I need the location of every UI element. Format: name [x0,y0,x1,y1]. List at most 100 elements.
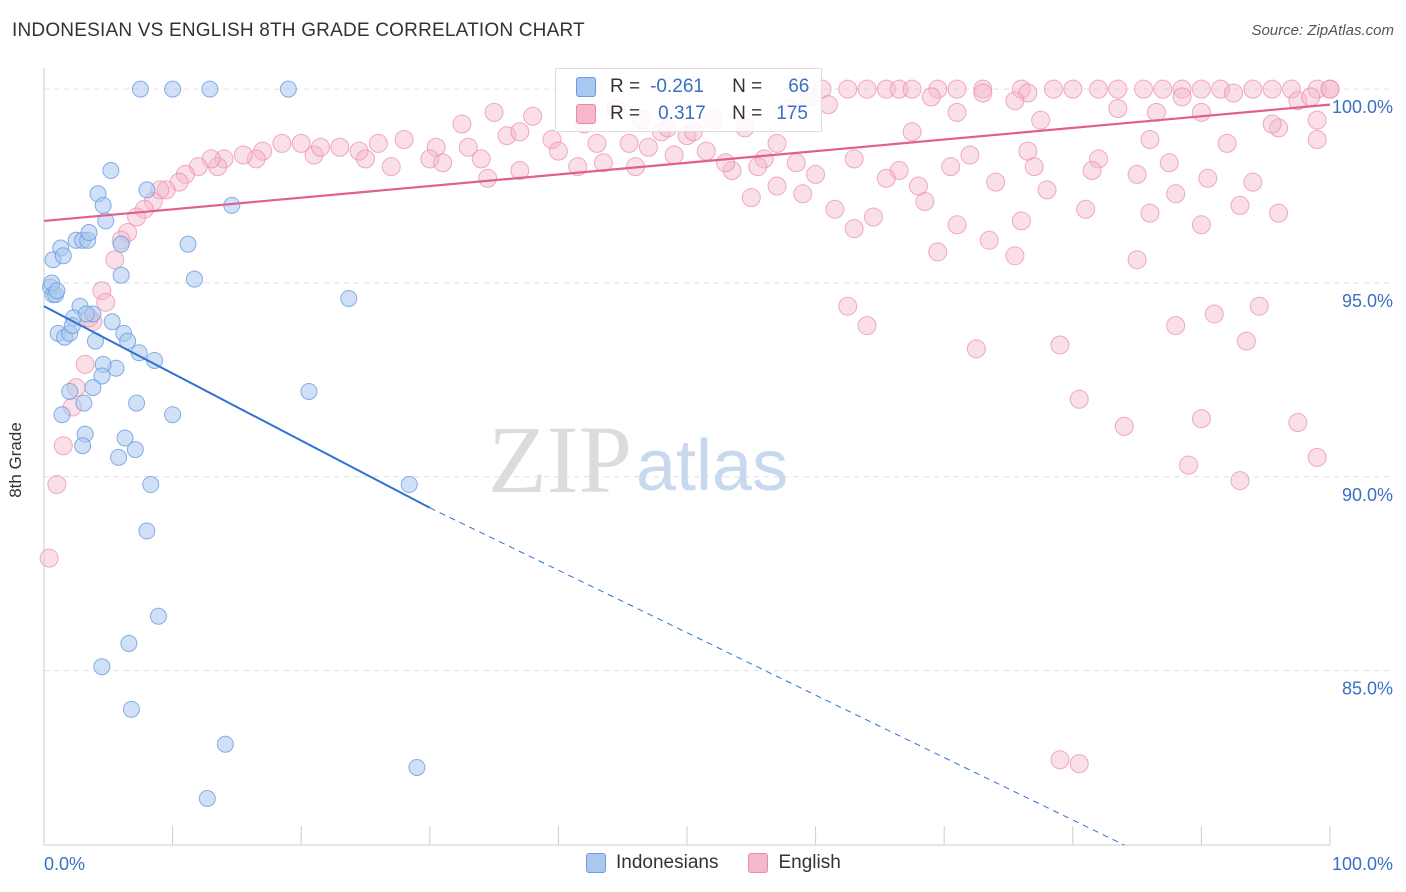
y-tick-label: 100.0% [1332,97,1393,117]
english-point [767,133,787,153]
english-point [75,354,95,374]
indonesian-point [102,162,120,180]
english-point [1191,79,1211,99]
english-point [1204,304,1224,324]
english-point [638,137,658,157]
english-point [1230,471,1250,491]
english-point [1089,149,1109,169]
english-point [1050,750,1070,770]
indonesian-point [77,305,95,323]
indonesian-point [300,382,318,400]
indonesian-point [53,406,71,424]
watermark-atlas: atlas [636,426,788,506]
english-point [1076,199,1096,219]
indonesian-point [80,224,98,242]
indonesian-point [138,181,156,199]
english-point [844,219,864,239]
english-point [175,164,195,184]
legend-n-value: 66 [788,76,810,97]
indonesian-point [408,758,426,776]
indonesian-point [112,266,130,284]
english-point [947,102,967,122]
english-point [1108,99,1128,119]
english-point [1243,172,1263,192]
english-point [208,157,228,177]
english-point [986,172,1006,192]
indonesian-point [279,80,297,98]
axes [43,68,1331,846]
indonesian-point [74,437,92,455]
english-point [1069,389,1089,409]
legend-r-value: 0.317 [658,103,706,124]
legend-r-label: R = [610,76,641,97]
english-point [368,133,388,153]
english-point [542,130,562,150]
english-point [979,230,999,250]
english-point [960,145,980,165]
legend-n-value: 175 [776,103,808,124]
indonesian-point [97,212,115,230]
english-point [497,126,517,146]
english-point [593,153,613,173]
indonesian-point [122,700,140,718]
indonesian-point [128,394,146,412]
indonesian-point [93,658,111,676]
english-point [1249,296,1269,316]
english-point [484,102,504,122]
english-point [381,157,401,177]
english-point [1037,180,1057,200]
english-point [696,141,716,161]
legend-n-label: N = [732,103,763,124]
english-point [716,153,736,173]
indonesian-point [340,289,358,307]
english-point [39,548,59,568]
english-point [420,149,440,169]
english-point [452,114,472,134]
english-point [973,83,993,103]
indonesian-point [112,235,130,253]
english-point [1063,79,1083,99]
english-point [1044,79,1064,99]
legend-item-english[interactable]: English [748,852,841,874]
legend-swatch-english [748,853,769,873]
english-point [1024,157,1044,177]
english-point [510,161,530,181]
english-point [433,153,453,173]
english-point [1288,91,1308,111]
english-point [825,199,845,219]
english-point [233,145,253,165]
english-point [134,199,154,219]
english-point [1005,246,1025,266]
english-point [356,149,375,169]
english-point [902,122,922,142]
indonesian-point [84,379,102,397]
english-point [793,184,813,204]
indonesian-point [149,607,167,625]
english-point [1011,211,1031,231]
indonesian-point [126,441,144,459]
x-tick-label-max: 100.0% [1332,854,1393,874]
legend-label-english: English [778,852,841,873]
english-point [92,281,112,301]
english-point [510,122,530,142]
english-point [1262,79,1282,99]
english-point [156,180,176,200]
english-point [478,168,498,188]
indonesian-point [138,522,156,540]
indonesian-point [216,735,234,753]
english-point [908,176,928,196]
english-point [748,157,768,177]
english-point [1269,203,1289,223]
english-point [1191,102,1211,122]
english-point [1069,754,1089,774]
legend-item-indonesians[interactable]: Indonesians [586,852,718,874]
english-point [1224,83,1244,103]
english-point [857,316,877,336]
english-point [619,133,639,153]
chart-title: INDONESIAN VS ENGLISH 8TH GRADE CORRELAT… [12,20,585,41]
english-point [857,79,877,99]
english-point [96,292,116,312]
indonesian-point [185,270,203,288]
english-point [1236,331,1256,351]
english-point [664,145,684,165]
